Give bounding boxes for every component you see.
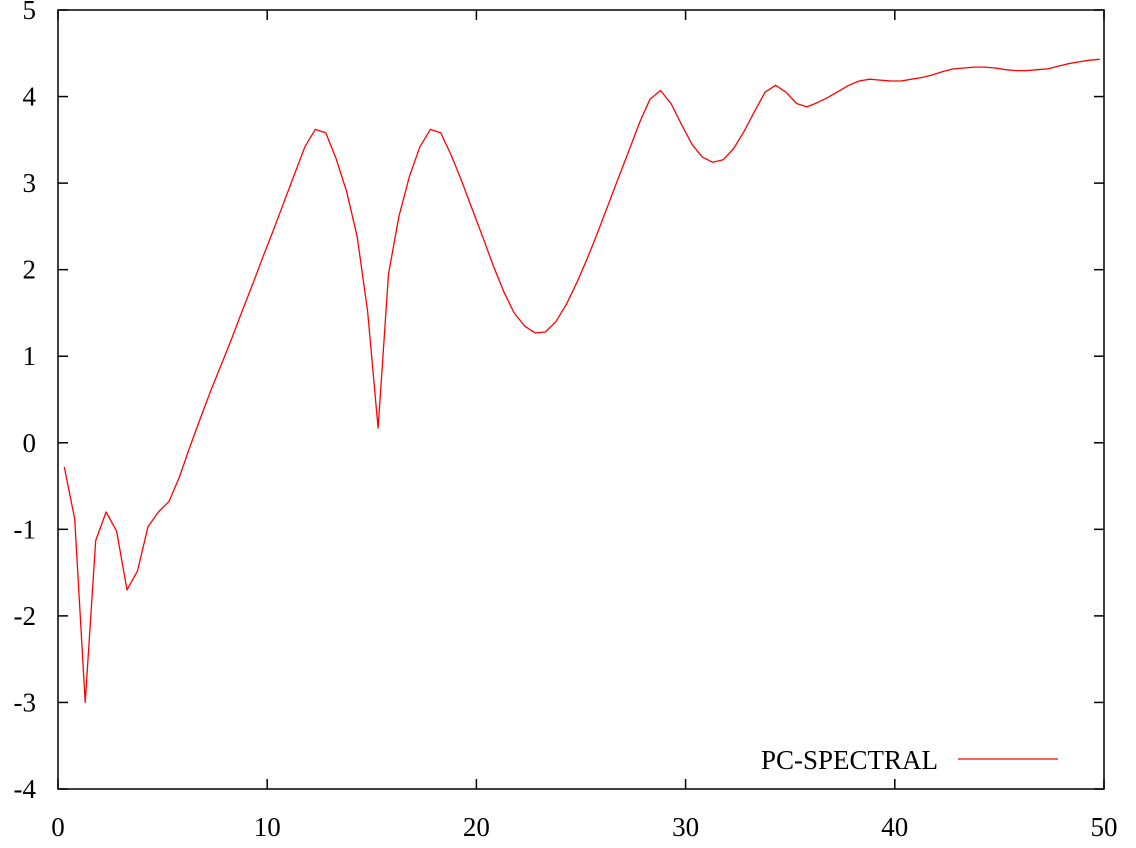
x-tick-label: 30 [672,812,699,842]
y-tick-label: 1 [23,341,37,371]
legend: PC-SPECTRAL [761,745,1058,775]
x-tick-label: 0 [51,812,65,842]
y-tick-label: 4 [23,82,37,112]
x-tick-label: 20 [463,812,490,842]
y-tick-label: -3 [14,687,37,717]
y-tick-label: 0 [23,428,37,458]
axis-ticks [57,9,1105,790]
x-tick-label: 10 [254,812,281,842]
x-tick-label: 40 [881,812,908,842]
y-tick-label: -4 [14,774,37,804]
y-tick-label: -1 [14,514,37,544]
axis-tick-labels: 0 10 20 30 40 50 -4 -3 -2 -1 0 1 2 3 4 5 [14,0,1118,842]
y-tick-label: -2 [14,601,37,631]
y-tick-label: 2 [23,255,37,285]
y-tick-label: 3 [23,168,37,198]
y-tick-label: 5 [23,0,37,25]
series-line [63,58,1100,704]
legend-label: PC-SPECTRAL [761,745,938,775]
plot-frame [57,9,1105,790]
x-tick-label: 50 [1091,812,1118,842]
series-layer [63,58,1100,704]
